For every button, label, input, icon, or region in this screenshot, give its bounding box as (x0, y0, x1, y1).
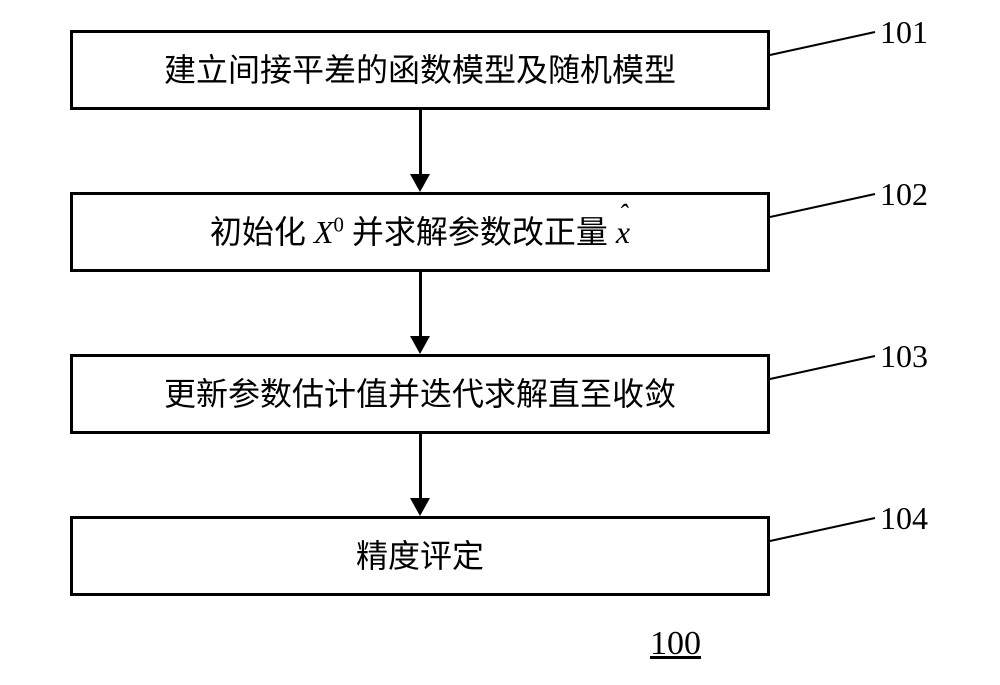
lead-line-4 (770, 518, 875, 541)
step-label-1: 101 (880, 14, 928, 51)
step-4-text: 精度评定 (356, 537, 484, 575)
step-box-2: 初始化 X0 并求解参数改正量 ˆ x (70, 192, 770, 272)
step-box-3: 更新参数估计值并迭代求解直至收敛 (70, 354, 770, 434)
arrow-3-head (410, 498, 430, 516)
step-label-3: 103 (880, 338, 928, 375)
step-box-4: 精度评定 (70, 516, 770, 596)
step-2-prefix: 初始化 (210, 214, 314, 250)
step-2-text: 初始化 X0 并求解参数改正量 ˆ x (210, 213, 630, 251)
lead-line-2 (770, 194, 875, 217)
arrow-3-line (419, 434, 422, 498)
var-xhat-hat: ˆ (618, 198, 627, 231)
step-3-text: 更新参数估计值并迭代求解直至收敛 (164, 375, 676, 413)
lead-line-1 (770, 32, 875, 55)
step-label-4: 104 (880, 500, 928, 537)
step-2-mid: 并求解参数改正量 (344, 214, 608, 250)
flowchart-canvas: 建立间接平差的函数模型及随机模型 初始化 X0 并求解参数改正量 ˆ x 更新参… (0, 0, 1000, 685)
arrow-1-line (419, 110, 422, 174)
var-x0-sup: 0 (333, 213, 343, 236)
arrow-2-head (410, 336, 430, 354)
figure-number: 100 (650, 625, 701, 663)
lead-line-3 (770, 356, 875, 379)
var-x0-base: X (314, 214, 334, 250)
step-box-1: 建立间接平差的函数模型及随机模型 (70, 30, 770, 110)
arrow-1-head (410, 174, 430, 192)
var-xhat: ˆ x (616, 213, 630, 251)
step-1-text: 建立间接平差的函数模型及随机模型 (164, 51, 676, 89)
arrow-2-line (419, 272, 422, 336)
step-label-2: 102 (880, 176, 928, 213)
